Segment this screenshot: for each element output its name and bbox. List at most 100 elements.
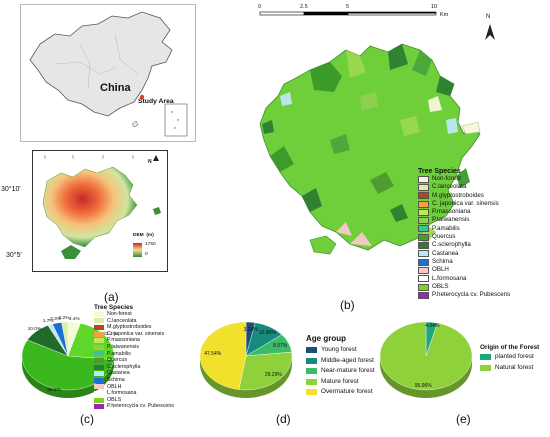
legend-label: Schima [432, 257, 453, 265]
legend-label: P.heterocycla cv. Pubescens [432, 291, 511, 299]
legend-swatch [418, 217, 429, 225]
legend-swatch [94, 390, 104, 396]
legend-swatch [94, 344, 104, 350]
legend-c-item: Quercus [94, 357, 174, 364]
pie-slice-overmature-forest [199, 321, 247, 390]
dem-lat-bottom: 30°5' [6, 252, 22, 259]
legend-c-item: P.heterocycla cv. Pubescens [94, 403, 174, 410]
pie-slice-obls [21, 339, 114, 391]
legend-label: Young forest [321, 346, 357, 353]
tree-species-legend-title: Tree Species [418, 168, 461, 175]
legend-swatch [94, 397, 104, 403]
pie-slice-c-lanceolata [61, 321, 69, 357]
legend-swatch [418, 258, 429, 266]
legend-swatch [94, 384, 104, 390]
pie-label: 10.96% [258, 330, 276, 337]
pie-label: 1.7% [42, 319, 54, 325]
legend-swatch [94, 404, 104, 410]
pie-slice-natural-forest [379, 321, 473, 391]
legend-swatch [94, 371, 104, 377]
tree-species-legend: Tree Species Non-forest C.lanceolata M.gly… [418, 168, 548, 299]
pie-c-legend: Tree Species Non-forest C.lanceolata M.gly… [94, 304, 174, 410]
legend-swatch [418, 291, 429, 299]
legend-c-item: P.taiwanensis [94, 344, 174, 351]
dem-legend-title: DEM (m) [133, 233, 154, 238]
legend-b-item: Non-forest [418, 175, 548, 183]
dem-map: N DEM (m) 1750 0 [32, 150, 168, 272]
legend-swatch [418, 192, 429, 200]
pie-chart-c: 4.4% 22.4% 56.2% 10.0% 1.7% 3.3% 2.2% Tree Spe… [12, 300, 202, 410]
legend-d-item: Near-mature forest [306, 366, 375, 377]
legend-label: P.massoniana [107, 337, 140, 344]
legend-d-item: Mature forest [306, 377, 375, 388]
legend-label: Non-forest [432, 175, 461, 182]
legend-swatch [306, 389, 317, 396]
legend-swatch [418, 200, 429, 208]
dem-map-canvas [42, 155, 161, 259]
pie-label: 22.4% [103, 332, 117, 338]
dem-north-label: N [148, 159, 152, 165]
pie-d-legend-title: Age group [306, 334, 346, 343]
legend-c-item: P.amabilis [94, 351, 174, 358]
legend-c-item: C.sclerophylla [94, 364, 174, 371]
pie-chart-d: 3.24% 10.96% 8.97% 29.29% 47.54% Age group Y… [196, 300, 386, 410]
legend-label: P.massoniana [432, 208, 471, 216]
pie-label: 4.04% [425, 322, 440, 329]
dem-legend-ramp [133, 243, 142, 257]
study-area-label: Study Area [138, 98, 174, 105]
legend-c-item: Non-forest [94, 311, 174, 318]
legend-label: Quercus [107, 357, 128, 364]
legend-c-item: OBLS [94, 397, 174, 404]
legend-swatch [94, 364, 104, 370]
pie-label: 4.4% [68, 316, 80, 322]
pie-label: 2.2% [58, 316, 70, 322]
legend-b-item: OBLS [418, 283, 548, 291]
legend-label: Castanea [107, 370, 130, 377]
panel-label-c: (c) [80, 412, 94, 426]
legend-label: C.sclerophylla [107, 363, 141, 370]
pie-label: 10.0% [27, 326, 42, 332]
legend-label: L.formosana [107, 390, 137, 397]
legend-c-item: Castanea [94, 370, 174, 377]
legend-label: C. japonica var. sinensis [107, 330, 165, 337]
scale-tick-0: 0 [258, 4, 262, 10]
legend-label: Quercus [432, 233, 456, 241]
legend-b-item: C.lanceolata [418, 183, 548, 191]
legend-b-item: P.amabilis [418, 225, 548, 233]
legend-label: C. japonica var. sinensis [432, 199, 499, 207]
legend-b-item: P.heterocycla cv. Pubescens [418, 291, 548, 299]
scale-tick-3: 10 [431, 4, 438, 10]
legend-label: Mature forest [321, 377, 359, 385]
legend-c-item: M.glyptostroboides [94, 324, 174, 331]
legend-label: OBLH [107, 383, 122, 390]
legend-swatch [418, 275, 429, 283]
pie-label: 3.24% [243, 326, 258, 333]
china-locator-map: China Study Area [20, 4, 196, 142]
legend-label: C.sclerophylla [432, 241, 471, 249]
legend-swatch [306, 378, 317, 385]
legend-swatch [480, 364, 491, 371]
legend-c-item: OBLH [94, 384, 174, 391]
panel-label-d: (d) [276, 412, 291, 426]
legend-e-item: Natural forest [480, 363, 539, 374]
legend-c-item: C.lanceolata [94, 318, 174, 325]
legend-swatch [418, 225, 429, 233]
legend-swatch [418, 250, 429, 258]
legend-swatch [418, 242, 429, 250]
pie-slice-p-massoniana [67, 323, 115, 360]
legend-b-item: C. japonica var. sinensis [418, 200, 548, 208]
legend-label: P.heterocycla cv. Pubescens [107, 403, 174, 410]
legend-label: P.amabilis [107, 350, 131, 357]
legend-label: C.lanceolata [432, 183, 467, 191]
north-label: N [486, 14, 491, 20]
legend-b-item: OBLH [418, 266, 548, 274]
legend-swatch [418, 183, 429, 191]
legend-label: M.glyptostroboides [107, 324, 152, 331]
legend-swatch [94, 324, 104, 330]
legend-swatch [94, 311, 104, 317]
legend-swatch [480, 354, 491, 361]
legend-c-item: C. japonica var. sinensis [94, 331, 174, 338]
legend-label: Near-mature forest [321, 367, 375, 374]
scale-unit: Km [440, 12, 449, 18]
pie-slice-mature-forest [238, 351, 293, 391]
